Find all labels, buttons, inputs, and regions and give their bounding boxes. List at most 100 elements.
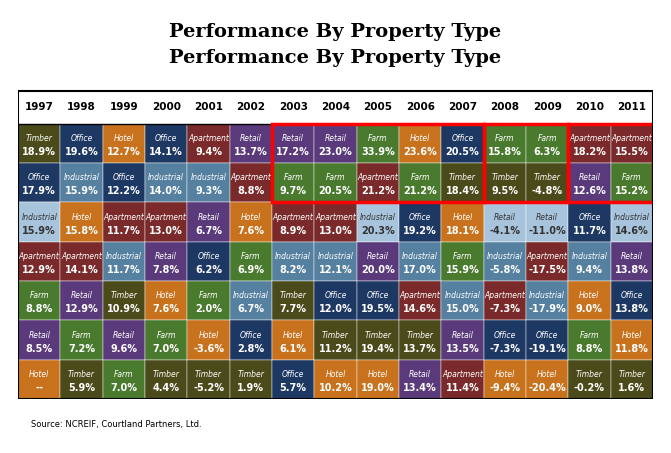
Text: 1999: 1999 [109,102,138,112]
Bar [229,241,272,281]
Bar [229,163,272,202]
Text: 14.1%: 14.1% [64,265,99,275]
Bar [442,320,484,360]
Text: Industrial: Industrial [106,252,142,261]
Text: Industrial: Industrial [191,173,227,182]
Text: 2009: 2009 [533,102,562,112]
Bar [18,281,60,320]
Text: 12.9%: 12.9% [64,304,99,314]
Text: -17.5%: -17.5% [528,265,566,275]
Text: 15.9%: 15.9% [64,186,99,196]
Text: 13.0%: 13.0% [319,226,352,236]
Bar [145,163,187,202]
Text: Office: Office [197,252,219,261]
Bar [611,241,653,281]
Text: 13.7%: 13.7% [403,344,437,354]
Text: Office: Office [578,212,601,222]
Bar [229,124,272,163]
Text: 19.5%: 19.5% [361,304,395,314]
Text: Retail: Retail [282,134,304,143]
Bar [357,241,399,281]
Text: 1997: 1997 [25,102,54,112]
Text: 6.2%: 6.2% [195,265,222,275]
Text: 8.8%: 8.8% [25,304,53,314]
Text: 9.0%: 9.0% [576,304,603,314]
Text: 7.0%: 7.0% [153,344,180,354]
Text: Office: Office [282,370,305,379]
Text: -0.2%: -0.2% [574,383,605,393]
Bar [60,320,103,360]
Bar [611,124,653,163]
Text: 2006: 2006 [406,102,435,112]
Text: 2010: 2010 [575,102,604,112]
Text: Farm: Farm [411,173,430,182]
Bar [526,163,568,202]
Text: 1.9%: 1.9% [238,383,264,393]
Bar [357,124,399,163]
Bar [399,241,442,281]
Bar [187,320,229,360]
Text: 7.7%: 7.7% [280,304,307,314]
Text: 5.7%: 5.7% [280,383,307,393]
Text: Timber: Timber [280,291,307,300]
Text: Retail: Retail [578,173,601,182]
Bar [145,360,187,399]
Text: Timber: Timber [533,173,560,182]
Bar [357,281,399,320]
Bar [526,281,568,320]
Text: Apartment: Apartment [272,212,313,222]
Bar [103,241,145,281]
Text: Retail: Retail [155,252,177,261]
Text: Farm: Farm [622,173,641,182]
Bar [18,320,60,360]
Text: 17.2%: 17.2% [276,147,310,157]
Text: Office: Office [536,331,558,340]
Text: 9.4%: 9.4% [195,147,222,157]
Text: 6.3%: 6.3% [533,147,560,157]
Text: Office: Office [28,173,50,182]
Bar [442,202,484,241]
Text: 13.8%: 13.8% [615,265,649,275]
Bar [103,202,145,241]
Text: Timber: Timber [364,331,391,340]
Text: 11.8%: 11.8% [615,344,649,354]
Text: 5.9%: 5.9% [68,383,95,393]
Bar [526,241,568,281]
Text: 11.7%: 11.7% [107,226,141,236]
Text: 15.8%: 15.8% [488,147,522,157]
Bar [399,360,442,399]
Bar [272,360,314,399]
Bar [399,320,442,360]
Text: Hotel: Hotel [410,134,430,143]
Bar [357,360,399,399]
Text: Retail: Retail [197,212,219,222]
Text: Retail: Retail [536,212,558,222]
Text: -20.4%: -20.4% [528,383,566,393]
Text: Apartment: Apartment [484,291,525,300]
Text: 6.7%: 6.7% [238,304,264,314]
Text: Farm: Farm [495,134,515,143]
Bar [60,202,103,241]
Text: Timber: Timber [449,173,476,182]
Bar [442,241,484,281]
Text: Performance By Property Type: Performance By Property Type [170,49,501,67]
Bar [484,360,526,399]
Text: 19.4%: 19.4% [361,344,395,354]
Bar [484,163,526,202]
Text: Office: Office [70,134,93,143]
Text: Retail: Retail [494,212,516,222]
Text: 7.0%: 7.0% [111,383,138,393]
Text: 9.7%: 9.7% [280,186,307,196]
Text: Hotel: Hotel [114,134,134,143]
Text: Retail: Retail [113,331,135,340]
Text: Apartment: Apartment [103,212,144,222]
Text: Hotel: Hotel [199,331,219,340]
Text: Apartment: Apartment [61,252,102,261]
Bar [187,163,229,202]
Text: Farm: Farm [325,173,346,182]
Bar [526,360,568,399]
Text: 18.2%: 18.2% [572,147,607,157]
Bar [314,241,357,281]
Text: Industrial: Industrial [444,291,480,300]
Text: Farm: Farm [156,331,176,340]
